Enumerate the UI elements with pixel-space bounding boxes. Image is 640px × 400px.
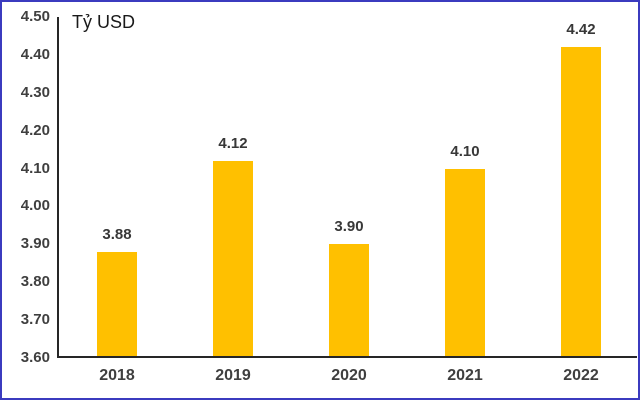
x-axis-label-2020: 2020 <box>331 367 367 384</box>
x-axis-label-2021: 2021 <box>447 367 483 384</box>
data-label-2018: 3.88 <box>102 225 132 243</box>
data-label-2022: 4.42 <box>566 21 596 39</box>
y-tick-label: 4.00 <box>20 197 50 215</box>
bar-2019 <box>213 160 253 356</box>
data-label-2020: 3.90 <box>334 218 364 236</box>
y-tick-label: 4.30 <box>20 83 50 101</box>
y-tick-label: 3.60 <box>20 349 50 366</box>
y-tick-label: 4.10 <box>20 159 50 177</box>
bar-2022 <box>561 47 601 356</box>
bar-2021 <box>445 168 485 356</box>
y-axis-unit-label: Tỷ USD <box>72 12 135 32</box>
y-tick-label: 3.90 <box>20 235 50 253</box>
bar-2020 <box>329 244 369 356</box>
data-label-2021: 4.10 <box>450 142 480 160</box>
bar-2018 <box>97 251 137 356</box>
plot-area <box>57 17 637 358</box>
data-label-2019: 4.12 <box>218 134 248 152</box>
y-tick-label: 3.70 <box>20 311 50 329</box>
y-tick-label: 3.80 <box>20 273 50 291</box>
x-axis-label-2018: 2018 <box>99 367 135 384</box>
x-axis-label-2022: 2022 <box>563 367 599 384</box>
x-axis-label-2019: 2019 <box>215 367 251 384</box>
y-tick-label: 4.20 <box>20 121 50 139</box>
y-tick-label: 4.50 <box>20 8 50 25</box>
y-tick-label: 4.40 <box>20 45 50 63</box>
